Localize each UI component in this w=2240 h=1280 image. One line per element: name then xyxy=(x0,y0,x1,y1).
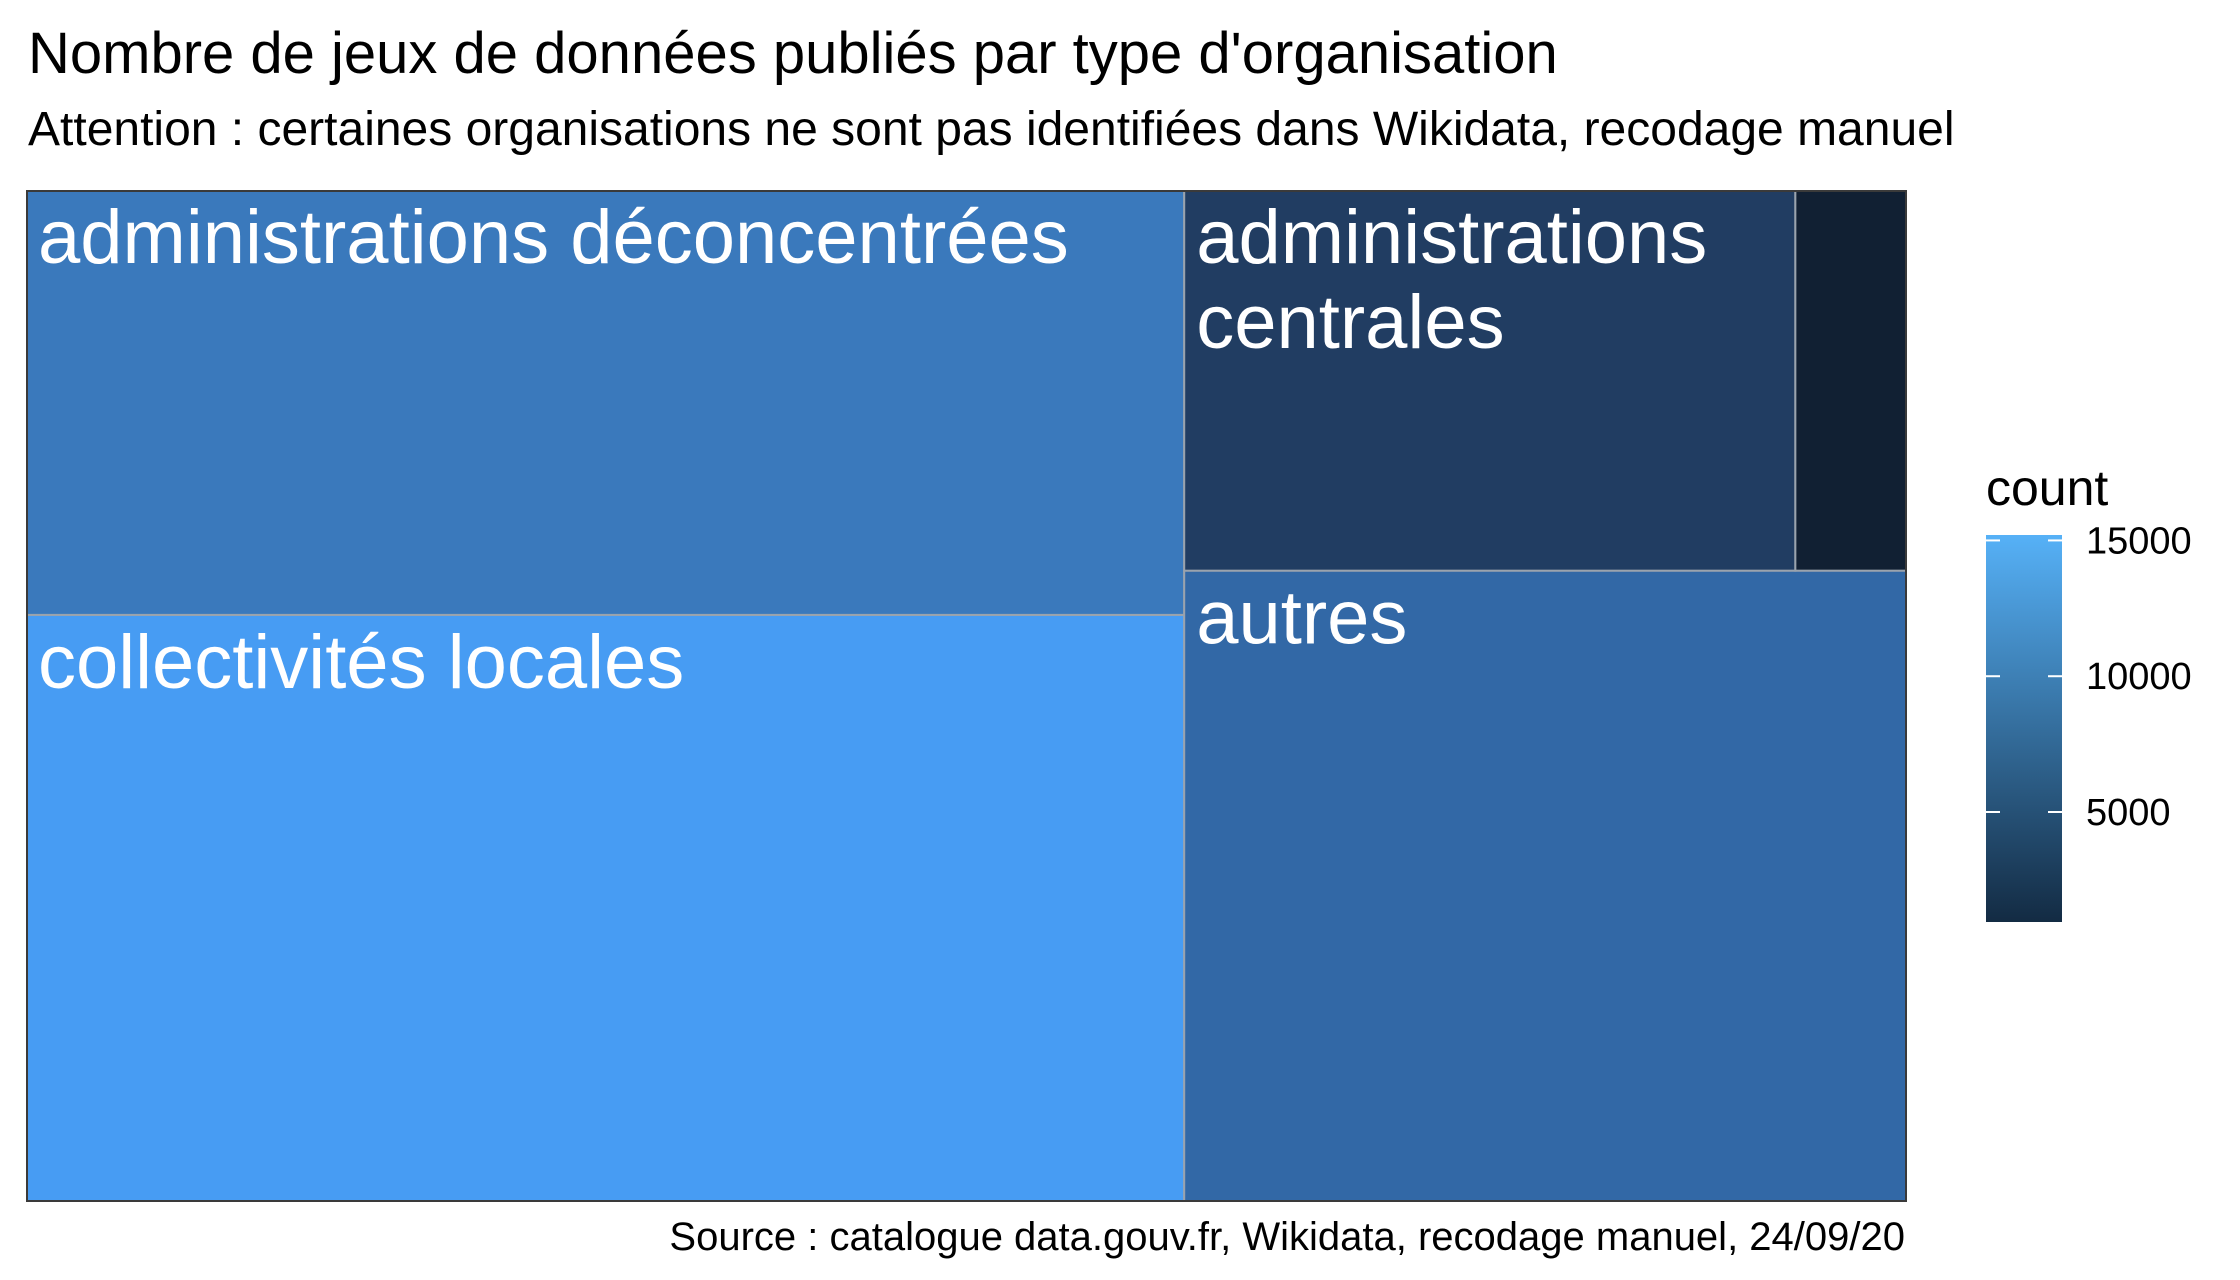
panel-border xyxy=(26,190,1907,1202)
legend-colorbar xyxy=(1986,535,2062,922)
tile-administrations-deconcentrees: administrations déconcentrées xyxy=(26,190,1186,616)
legend-tick-label: 15000 xyxy=(2086,520,2192,562)
tile-autres: autres xyxy=(1183,569,1907,1202)
tile-label: autres xyxy=(1196,576,1407,661)
chart-subtitle: Attention : certaines organisations ne s… xyxy=(28,103,1955,156)
tile-label: administrations déconcentrées xyxy=(38,195,1069,280)
legend-title: count xyxy=(1986,460,2108,516)
legend-tick-label: 5000 xyxy=(2086,792,2171,834)
tile-collectivites-locales: collectivités locales xyxy=(26,613,1186,1202)
color-legend: count 5000 10000 15000 xyxy=(1986,460,2192,922)
tile-rect xyxy=(26,190,1186,616)
treemap-plot: collectivités locales administrations déc… xyxy=(26,190,1907,1202)
tile-administrations-centrales: administrations centrales xyxy=(1183,190,1797,572)
tile-rect xyxy=(1794,190,1907,572)
chart-caption: Source : catalogue data.gouv.fr, Wikidat… xyxy=(669,1215,1905,1259)
tile-label: administrations centrales xyxy=(1196,195,1707,365)
chart-title: Nombre de jeux de données publiés par ty… xyxy=(28,21,1558,86)
tile-rect xyxy=(1183,190,1797,572)
tile-rect xyxy=(26,613,1186,1202)
tile-label: collectivités locales xyxy=(38,620,684,705)
tile-unlabeled-4 xyxy=(1794,190,1907,572)
tile-rect xyxy=(1183,569,1907,1202)
legend-tick-label: 10000 xyxy=(2086,656,2192,698)
